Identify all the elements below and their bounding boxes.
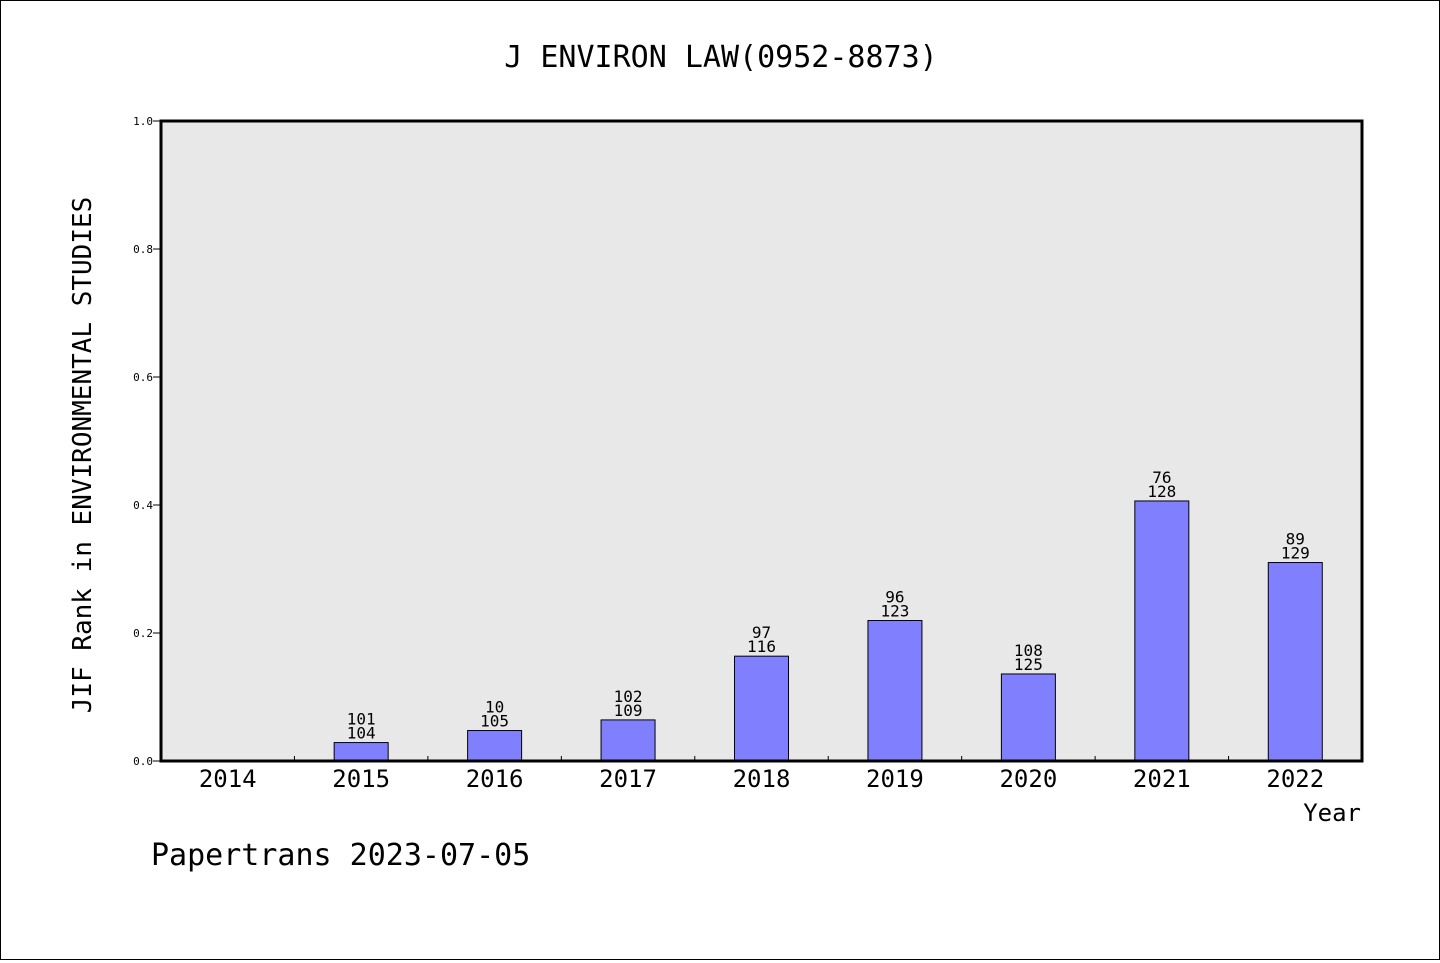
bar-total-label: 128 <box>1147 482 1176 501</box>
bar-rank-label: 108 <box>1014 641 1043 660</box>
bar-2018 <box>734 655 789 762</box>
bar-2020 <box>1000 673 1056 762</box>
x-tick-label: 2015 <box>332 765 390 793</box>
bar-rank-label: 76 <box>1152 468 1171 487</box>
bar-total-label: 125 <box>1014 655 1043 674</box>
x-tick-label: 2020 <box>999 765 1057 793</box>
bar-2016 <box>467 730 523 762</box>
y-tick-label: 0.0 <box>133 755 153 768</box>
plot-border <box>159 119 1364 763</box>
x-tick-label: 2021 <box>1133 765 1191 793</box>
x-tick-label: 2016 <box>466 765 524 793</box>
x-tick-label: 2022 <box>1266 765 1324 793</box>
bar-2022 <box>1267 562 1323 762</box>
y-axis-ticks: 0.0 0.2 0.4 0.6 0.8 1.0 <box>133 115 161 768</box>
bar-2015 <box>333 742 389 762</box>
x-tick-label: 2018 <box>733 765 791 793</box>
bar-rank-label: 10 <box>485 698 504 717</box>
bar-2017 <box>600 719 656 762</box>
bar-rank-label: 97 <box>752 623 771 642</box>
bar-rank-label: 89 <box>1286 530 1305 549</box>
bar-total-label: 129 <box>1281 544 1310 563</box>
y-tick-label: 0.6 <box>133 371 153 384</box>
bar-total-label: 109 <box>614 701 643 720</box>
footer-text: Papertrans 2023-07-05 <box>151 838 530 873</box>
bar-total-label: 104 <box>347 724 376 743</box>
x-axis-ticks: 2014 2015 2016 2017 2018 2019 2020 2021 2022 <box>199 756 1324 793</box>
bar-2019 <box>867 620 923 762</box>
bar-total-label: 105 <box>480 712 509 731</box>
x-axis-label: Year <box>1303 799 1361 827</box>
bar-rank-label: 101 <box>347 710 376 729</box>
bar-2021 <box>1134 500 1190 762</box>
y-axis-label: JIF Rank in ENVIRONMENTAL STUDIES <box>68 197 98 714</box>
y-tick-label: 1.0 <box>133 115 153 128</box>
bar-series <box>333 500 1323 762</box>
chart-title: J ENVIRON LAW(0952-8873) <box>504 40 937 75</box>
bar-total-label: 116 <box>747 637 776 656</box>
x-tick-label: 2017 <box>599 765 657 793</box>
x-tick-label: 2014 <box>199 765 257 793</box>
bar-total-label: 123 <box>880 602 909 621</box>
x-tick-label: 2019 <box>866 765 924 793</box>
bar-rank-label: 102 <box>614 687 643 706</box>
y-tick-label: 0.2 <box>133 627 153 640</box>
y-tick-label: 0.4 <box>133 499 153 512</box>
y-tick-label: 0.8 <box>133 243 153 256</box>
bar-rank-label: 96 <box>885 588 904 607</box>
